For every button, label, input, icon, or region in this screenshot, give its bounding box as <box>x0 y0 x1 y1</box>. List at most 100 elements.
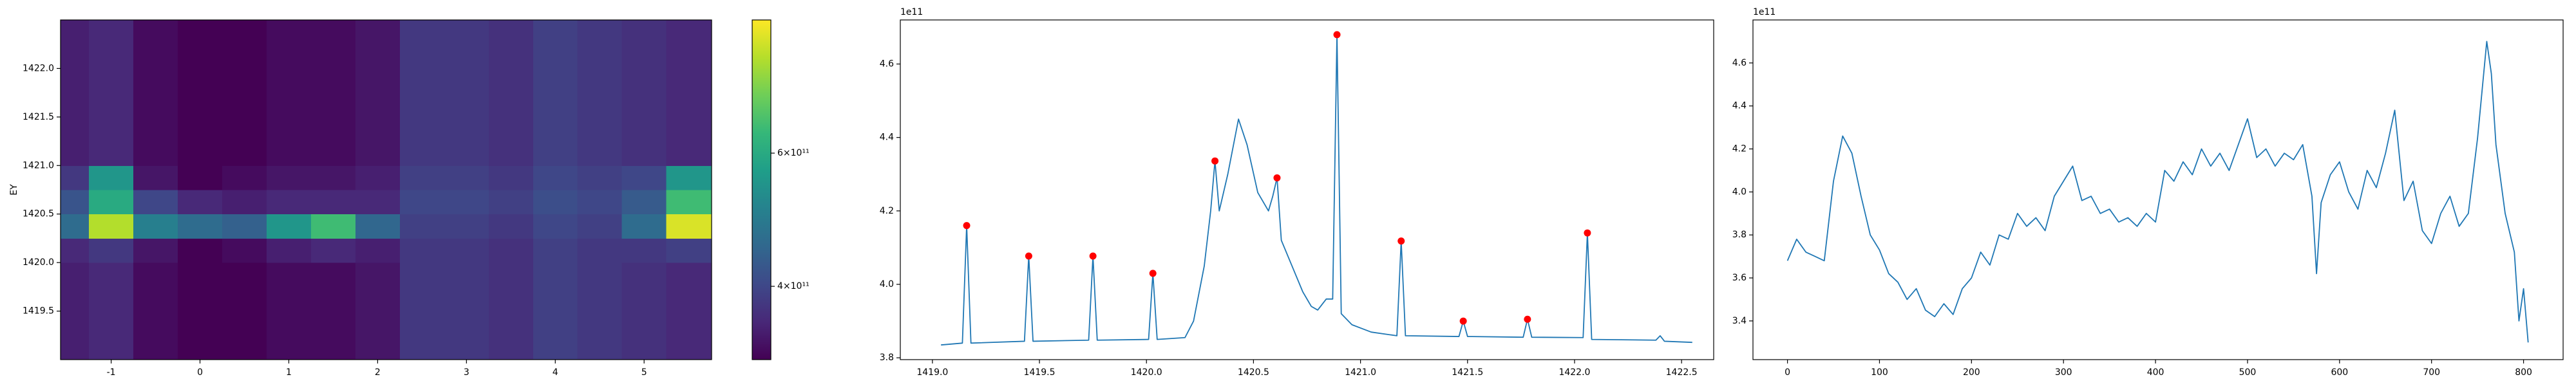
x-tick-label: 1420.5 <box>1238 367 1269 378</box>
heatmap-cell <box>444 262 489 288</box>
x-tick-label: 800 <box>2515 367 2532 378</box>
heatmap-cell <box>266 262 312 288</box>
heatmap-cell <box>666 141 712 166</box>
heatmap-cell <box>444 141 489 166</box>
heatmap-cell <box>355 165 401 190</box>
y-tick-label: 4.2 <box>1732 144 1747 154</box>
heatmap-cell <box>310 311 356 336</box>
heatmap-cell <box>222 335 267 360</box>
heatmap-cell <box>133 262 178 288</box>
x-tick-label: 1419.0 <box>916 367 948 378</box>
heatmap-cell <box>666 214 712 239</box>
heatmap-cell <box>178 335 223 360</box>
heatmap-cell <box>310 238 356 263</box>
heatmap-cell <box>266 68 312 93</box>
heatmap-cell <box>577 190 623 215</box>
heatmap-cell <box>444 20 489 45</box>
heatmap-cell <box>488 190 534 215</box>
heatmap-cell <box>266 311 312 336</box>
heatmap-cell <box>89 68 134 93</box>
heatmap-cell <box>488 116 534 142</box>
x-tick-label: 200 <box>1963 367 1980 378</box>
heatmap-cell <box>621 286 667 312</box>
heatmap-cell <box>399 286 445 312</box>
heatmap-cell <box>399 190 445 215</box>
heatmap-cell <box>666 93 712 118</box>
plot-area <box>1786 41 2529 343</box>
heatmap-cell <box>577 335 623 360</box>
heatmap-cell <box>89 93 134 118</box>
heatmap-cell <box>621 20 667 45</box>
x-tick-label: 1419.5 <box>1024 367 1056 378</box>
heatmap-cell <box>133 116 178 142</box>
heatmap-cell <box>133 238 178 263</box>
x-tick-label: 700 <box>2423 367 2440 378</box>
heatmap-cell <box>399 335 445 360</box>
heatmap-cell <box>133 141 178 166</box>
heatmap-cell <box>399 116 445 142</box>
heatmap-cell <box>355 286 401 312</box>
heatmap-cell <box>399 44 445 69</box>
y-tick-label: 4.0 <box>1732 187 1747 197</box>
y-tick-label: 1422.0 <box>23 63 54 73</box>
heatmap-cell <box>133 68 178 93</box>
heatmap-cell <box>61 311 90 336</box>
heatmap-cell <box>222 20 267 45</box>
y-tick-label: 3.8 <box>1732 230 1747 240</box>
heatmap-cell <box>310 141 356 166</box>
heatmap-cell <box>222 262 267 288</box>
heatmap-cell <box>178 311 223 336</box>
heatmap-cell <box>222 190 267 215</box>
heatmap-cell <box>178 238 223 263</box>
heatmap-cell <box>266 116 312 142</box>
x-tick-label: 1421.0 <box>1345 367 1376 378</box>
peak-marker <box>963 222 971 230</box>
heatmap-cell <box>488 44 534 69</box>
peak-marker <box>1459 317 1467 325</box>
peak-marker <box>1273 174 1281 181</box>
heatmap-cell <box>488 20 534 45</box>
x-tick-label: 1 <box>286 367 292 378</box>
heatmap-cell <box>222 141 267 166</box>
y-tick-label: 3.6 <box>1732 273 1747 283</box>
heatmap-cell <box>133 190 178 215</box>
heatmap-cell <box>577 165 623 190</box>
heatmap-cell <box>621 311 667 336</box>
heatmap-cell <box>89 20 134 45</box>
heatmap-cell <box>61 214 90 239</box>
heatmap-cell <box>355 214 401 239</box>
heatmap-cell <box>89 214 134 239</box>
heatmap-cell <box>444 238 489 263</box>
y-tick-label: 3.8 <box>880 353 894 363</box>
heatmap-cell <box>577 214 623 239</box>
peak-marker <box>1025 252 1032 260</box>
heatmap-cell <box>577 93 623 118</box>
peak-marker <box>1584 229 1591 237</box>
heatmap-cell <box>399 68 445 93</box>
heatmap-cell <box>61 68 90 93</box>
x-tick-label: 3 <box>464 367 469 378</box>
heatmap-cell <box>133 44 178 69</box>
heatmap-cell <box>89 141 134 166</box>
x-tick-label: 1422.0 <box>1558 367 1590 378</box>
heatmap-cell <box>533 44 578 69</box>
heatmap-cell <box>444 335 489 360</box>
heatmap-cell <box>310 93 356 118</box>
heatmap-cell <box>577 311 623 336</box>
heatmap-cell <box>488 335 534 360</box>
heatmap-cell <box>310 68 356 93</box>
heatmap-cell <box>488 93 534 118</box>
heatmap-cell <box>666 238 712 263</box>
heatmap-cell <box>355 238 401 263</box>
heatmap-cell <box>61 116 90 142</box>
heatmap-cell <box>222 165 267 190</box>
heatmap-cell <box>355 262 401 288</box>
heatmap-cell <box>399 214 445 239</box>
heatmap-cell <box>444 214 489 239</box>
heatmap-cell <box>133 335 178 360</box>
heatmap-cell <box>266 165 312 190</box>
heatmap-cell <box>577 68 623 93</box>
heatmap-cell <box>310 20 356 45</box>
heatmap-cell <box>488 311 534 336</box>
heatmap-cell <box>577 141 623 166</box>
